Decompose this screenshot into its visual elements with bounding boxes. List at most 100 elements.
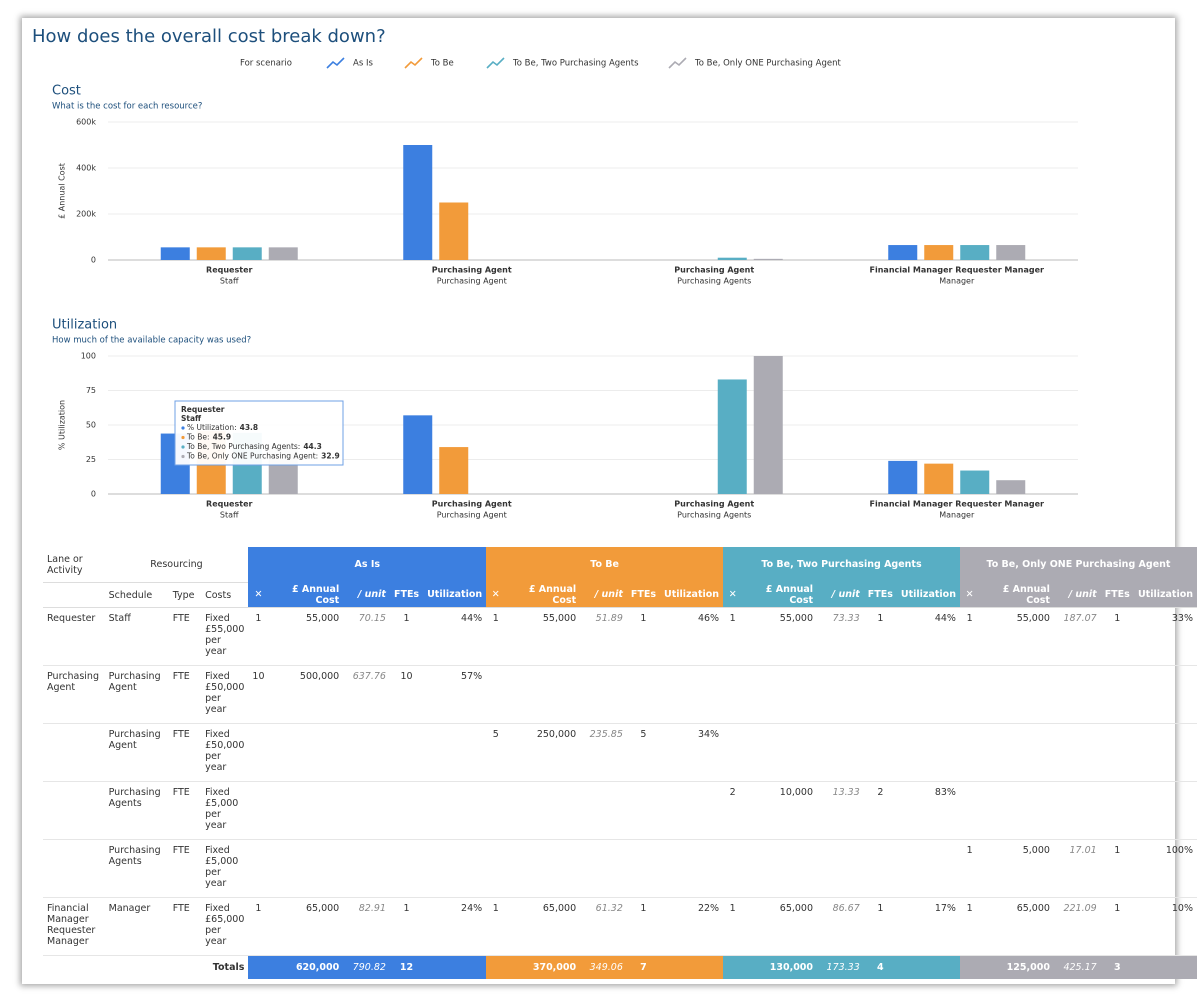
table-cell: 55,000	[742, 607, 818, 666]
x-tick-label: Purchasing Agent	[432, 500, 512, 509]
table-cell	[626, 665, 660, 724]
table-cell: 13.33	[817, 781, 864, 840]
table-cell: 2	[723, 781, 743, 840]
legend-label: To Be, Only ONE Purchasing Agent	[694, 59, 841, 69]
bar	[232, 247, 262, 260]
table-cell: 65,000	[979, 897, 1054, 956]
table-cell: Purchasing Agent	[104, 723, 169, 782]
table-cell	[423, 781, 487, 840]
table-cell	[817, 665, 864, 724]
total-cell: 125,000	[979, 955, 1054, 979]
tooltip-item-label: To Be, Two Purchasing Agents:	[186, 442, 300, 451]
total-cell: 790.82	[343, 955, 390, 979]
table-cell: 1	[863, 897, 897, 956]
table-cell: Fixed £65,000 per year	[201, 897, 249, 956]
table-cell	[959, 723, 980, 782]
tooltip-title: Requester	[181, 405, 225, 414]
total-cell: 130,000	[742, 955, 818, 979]
scenario-subheader: / unit	[817, 582, 864, 608]
table-cell	[248, 781, 269, 840]
table-cell	[343, 781, 390, 840]
table-cell: 57%	[423, 665, 487, 724]
table-cell: 55,000	[268, 607, 344, 666]
table-cell: 1	[486, 607, 506, 666]
table-cell	[580, 665, 627, 724]
y-tick-label: 100	[81, 352, 96, 361]
table-cell: 10	[389, 665, 424, 724]
scenario-subheader: FTEs	[1100, 582, 1134, 608]
table-cell: 1	[959, 839, 980, 898]
table-cell: 250,000	[505, 723, 581, 782]
table-cell: 82.91	[343, 897, 390, 956]
scenario-subheader: £ Annual Cost	[979, 582, 1054, 608]
bar	[196, 247, 226, 260]
table-cell	[248, 839, 269, 898]
table-cell	[626, 781, 660, 840]
chart-title: Cost	[52, 84, 81, 99]
tooltip-item-label: To Be, Only ONE Purchasing Agent:	[186, 452, 318, 461]
scenario-header: To Be, Two Purchasing Agents	[723, 547, 960, 583]
x-tick-sublabel: Manager	[939, 511, 975, 520]
table-cell: 65,000	[268, 897, 344, 956]
table-cell: 221.09	[1053, 897, 1101, 956]
table-cell	[863, 665, 897, 724]
table-cell: 34%	[660, 723, 724, 782]
table-cell: 1	[723, 607, 743, 666]
table-cell	[389, 839, 424, 898]
table-row: Purchasing Agents FTE Fixed £5,000 per yea…	[43, 839, 1197, 898]
table-cell: 1	[723, 897, 743, 956]
x-tick-sublabel: Staff	[220, 277, 239, 286]
scenario-header: As Is	[248, 547, 487, 583]
scenario-subheader: ✕	[486, 582, 506, 608]
table-cell	[343, 839, 390, 898]
scenario-subheader: £ Annual Cost	[742, 582, 818, 608]
bar	[268, 247, 298, 260]
table-cell	[1053, 665, 1101, 724]
charts: How does the overall cost break down? Fo…	[32, 26, 1078, 520]
table-cell	[43, 839, 105, 898]
table-cell	[959, 665, 980, 724]
table-cell	[723, 955, 743, 979]
legend-icon	[486, 57, 505, 69]
table-cell	[626, 839, 660, 898]
table-row: Purchasing Agent FTE Fixed £50,000 per yea…	[43, 723, 1197, 782]
table-cell	[979, 723, 1054, 782]
tooltip-item: % Utilization: 43.8	[187, 423, 258, 432]
tooltip-bullet	[181, 435, 185, 440]
table-cell	[660, 955, 724, 979]
x-tick-label: Financial Manager Requester Manager	[870, 266, 1045, 275]
table-cell	[1133, 723, 1197, 782]
bar	[717, 257, 747, 260]
table-cell	[959, 955, 980, 979]
table-cell	[1133, 665, 1197, 724]
total-cell: 3	[1100, 955, 1134, 979]
table-cell: Fixed £50,000 per year	[201, 723, 249, 782]
table-cell	[660, 781, 724, 840]
table-cell	[896, 665, 960, 724]
table-cell: Financial Manager Requester Manager	[43, 897, 105, 956]
table-cell	[580, 781, 627, 840]
header-cell: Type	[168, 582, 202, 608]
bar	[439, 202, 469, 260]
x-tick-label: Purchasing Agent	[432, 266, 512, 275]
table-cell: 1	[626, 607, 660, 666]
scenario-subheader: Utilization	[423, 582, 487, 608]
table-cell: 33%	[1133, 607, 1197, 666]
x-tick-label: Requester	[206, 500, 252, 509]
table-cell: 500,000	[268, 665, 344, 724]
tooltip-box	[174, 400, 344, 466]
table-cell: Fixed £50,000 per year	[201, 665, 249, 724]
table-cell	[423, 955, 487, 979]
table-cell: Purchasing Agent	[104, 665, 169, 724]
x-tick-label: Purchasing Agent	[674, 500, 754, 509]
table-cell	[389, 781, 424, 840]
table-cell: Purchasing Agent	[43, 665, 105, 724]
bar	[753, 356, 783, 494]
total-cell: 12	[389, 955, 424, 979]
table-cell	[486, 665, 506, 724]
table-cell: 1	[248, 897, 269, 956]
total-cell: 4	[863, 955, 897, 979]
header-cell	[43, 582, 105, 608]
table-cell: FTE	[168, 839, 202, 898]
